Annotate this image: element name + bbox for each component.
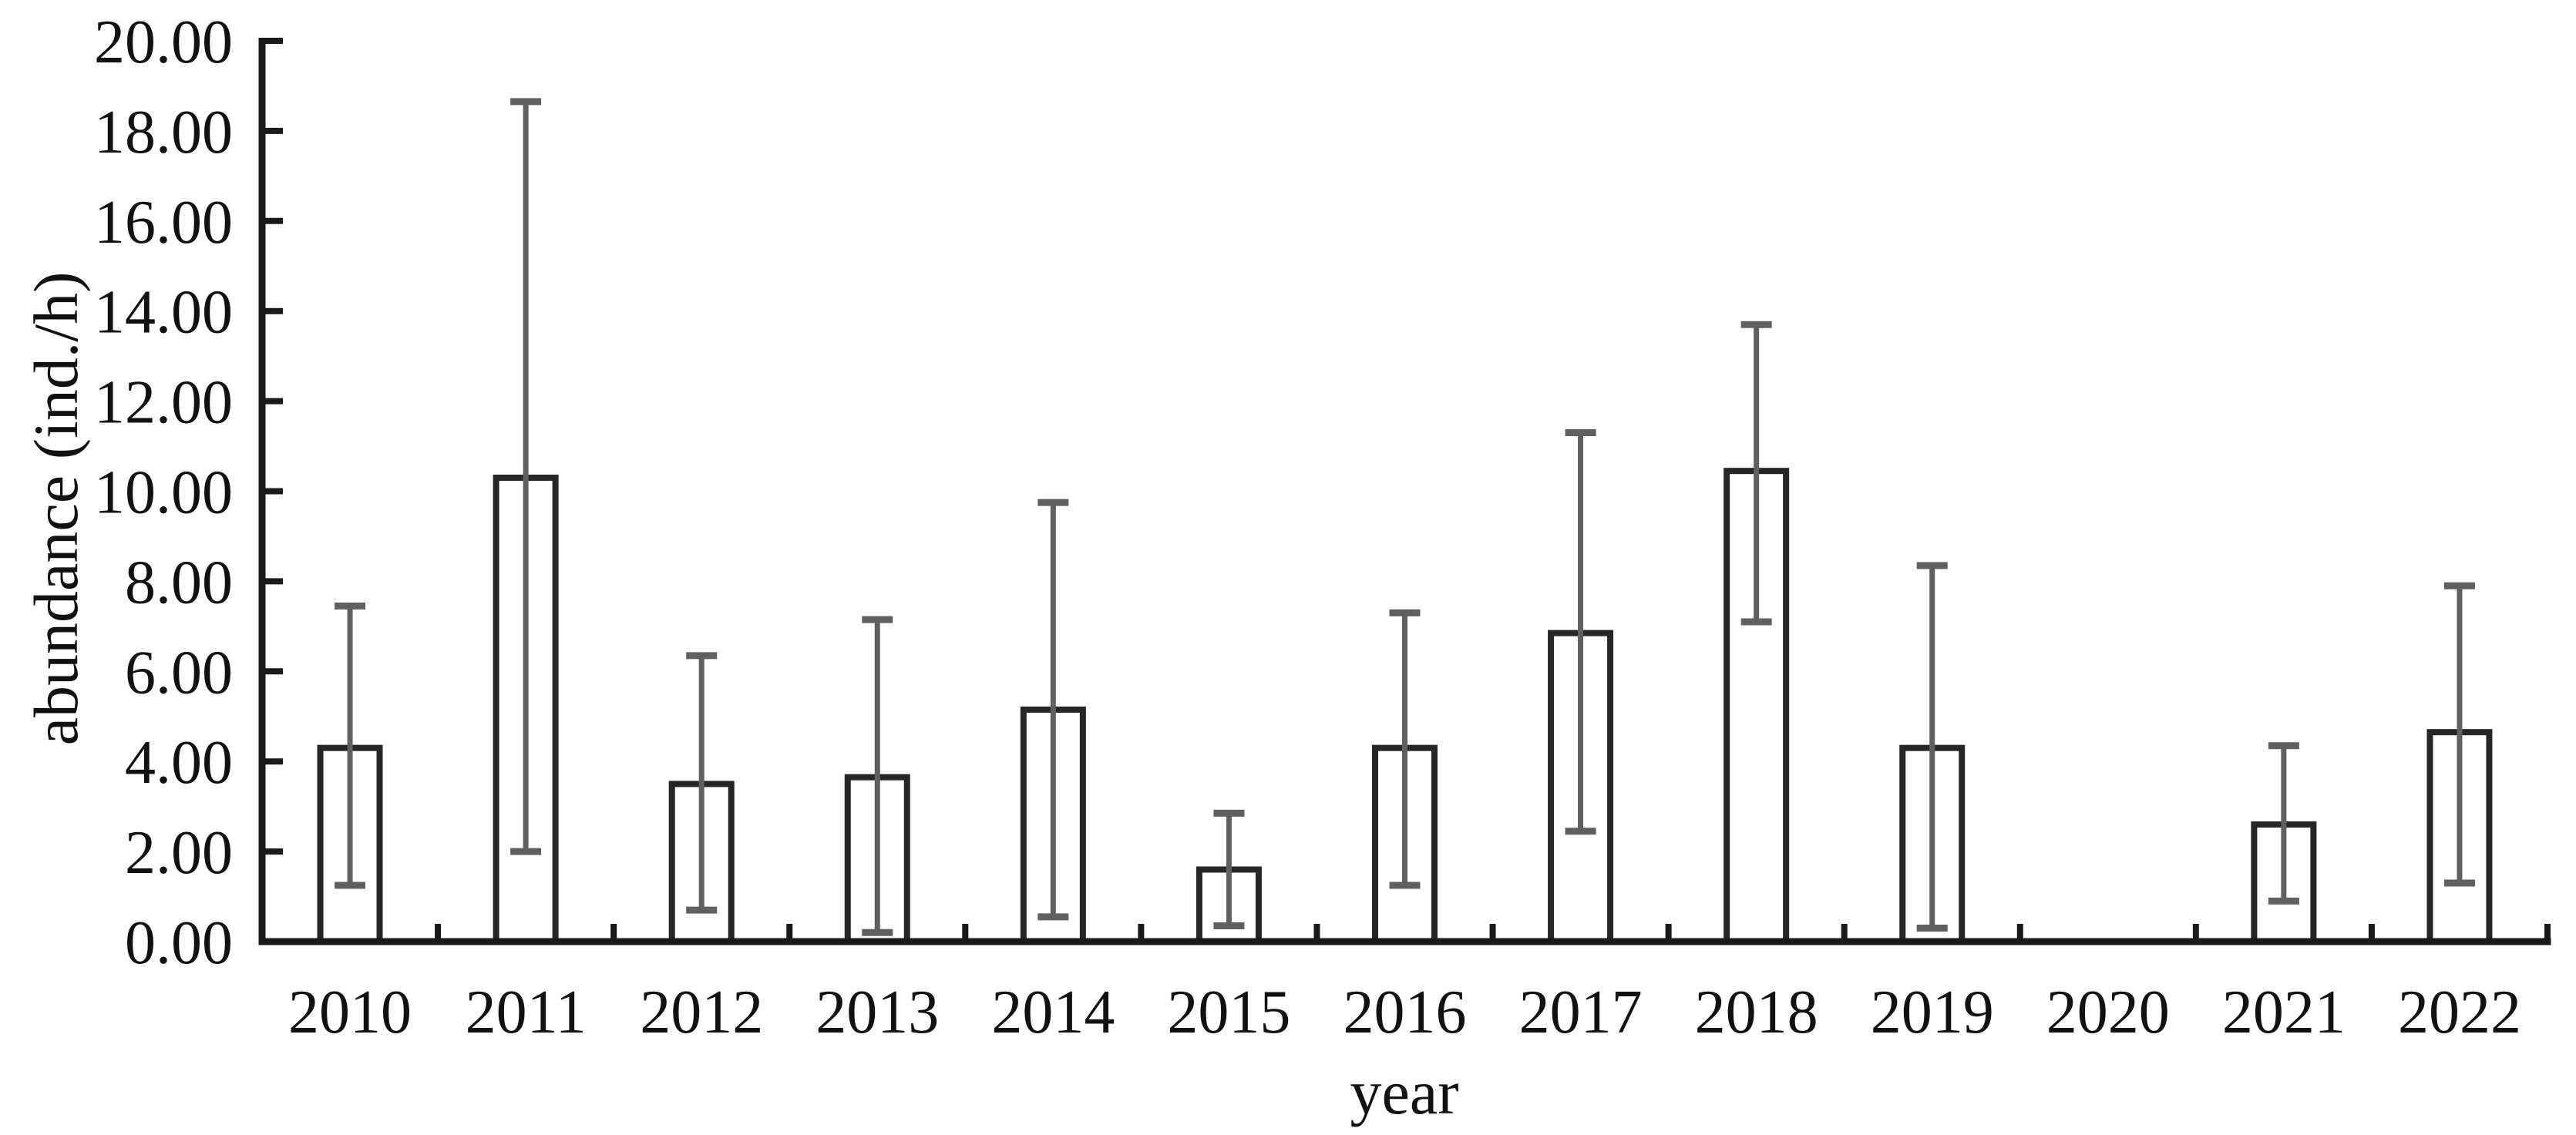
x-tick-label-2018: 2018 [1695,979,1818,1046]
x-tick-label-2021: 2021 [2222,979,2346,1046]
y-axis-title: abundance (ind./h) [21,272,91,746]
x-tick-label-2022: 2022 [2398,979,2521,1046]
x-axis-title: year [1350,1057,1458,1127]
x-tick-label-2010: 2010 [288,979,412,1046]
y-tick-label: 6.00 [125,639,233,707]
x-tick-label-2015: 2015 [1167,979,1290,1046]
plot-area: 0.00 2.00 4.00 6.00 8.00 10.00 12.00 14.00 16.00… [94,8,2551,1046]
y-tick-label: 12.00 [94,369,233,437]
y-tick-label: 20.00 [94,8,233,76]
x-tick-label-2020: 2020 [2046,979,2170,1046]
x-tick-label-2011: 2011 [466,979,587,1046]
x-tick-label-2014: 2014 [991,979,1115,1046]
y-tick-label: 10.00 [94,459,233,527]
y-tick-label: 2.00 [125,819,233,887]
y-tick-label: 8.00 [125,549,233,616]
y-tick-label: 0.00 [125,909,233,977]
y-tick-label: 4.00 [125,729,233,797]
y-tick-label: 18.00 [94,99,233,166]
x-tick-label-2016: 2016 [1343,979,1467,1046]
y-tick-label: 16.00 [94,189,233,257]
x-tick-label-2019: 2019 [1871,979,1994,1046]
x-tick-label-2013: 2013 [816,979,939,1046]
x-tick-label-2012: 2012 [640,979,763,1046]
x-tick-label-2017: 2017 [1519,979,1643,1046]
y-tick-label: 14.00 [94,279,233,347]
